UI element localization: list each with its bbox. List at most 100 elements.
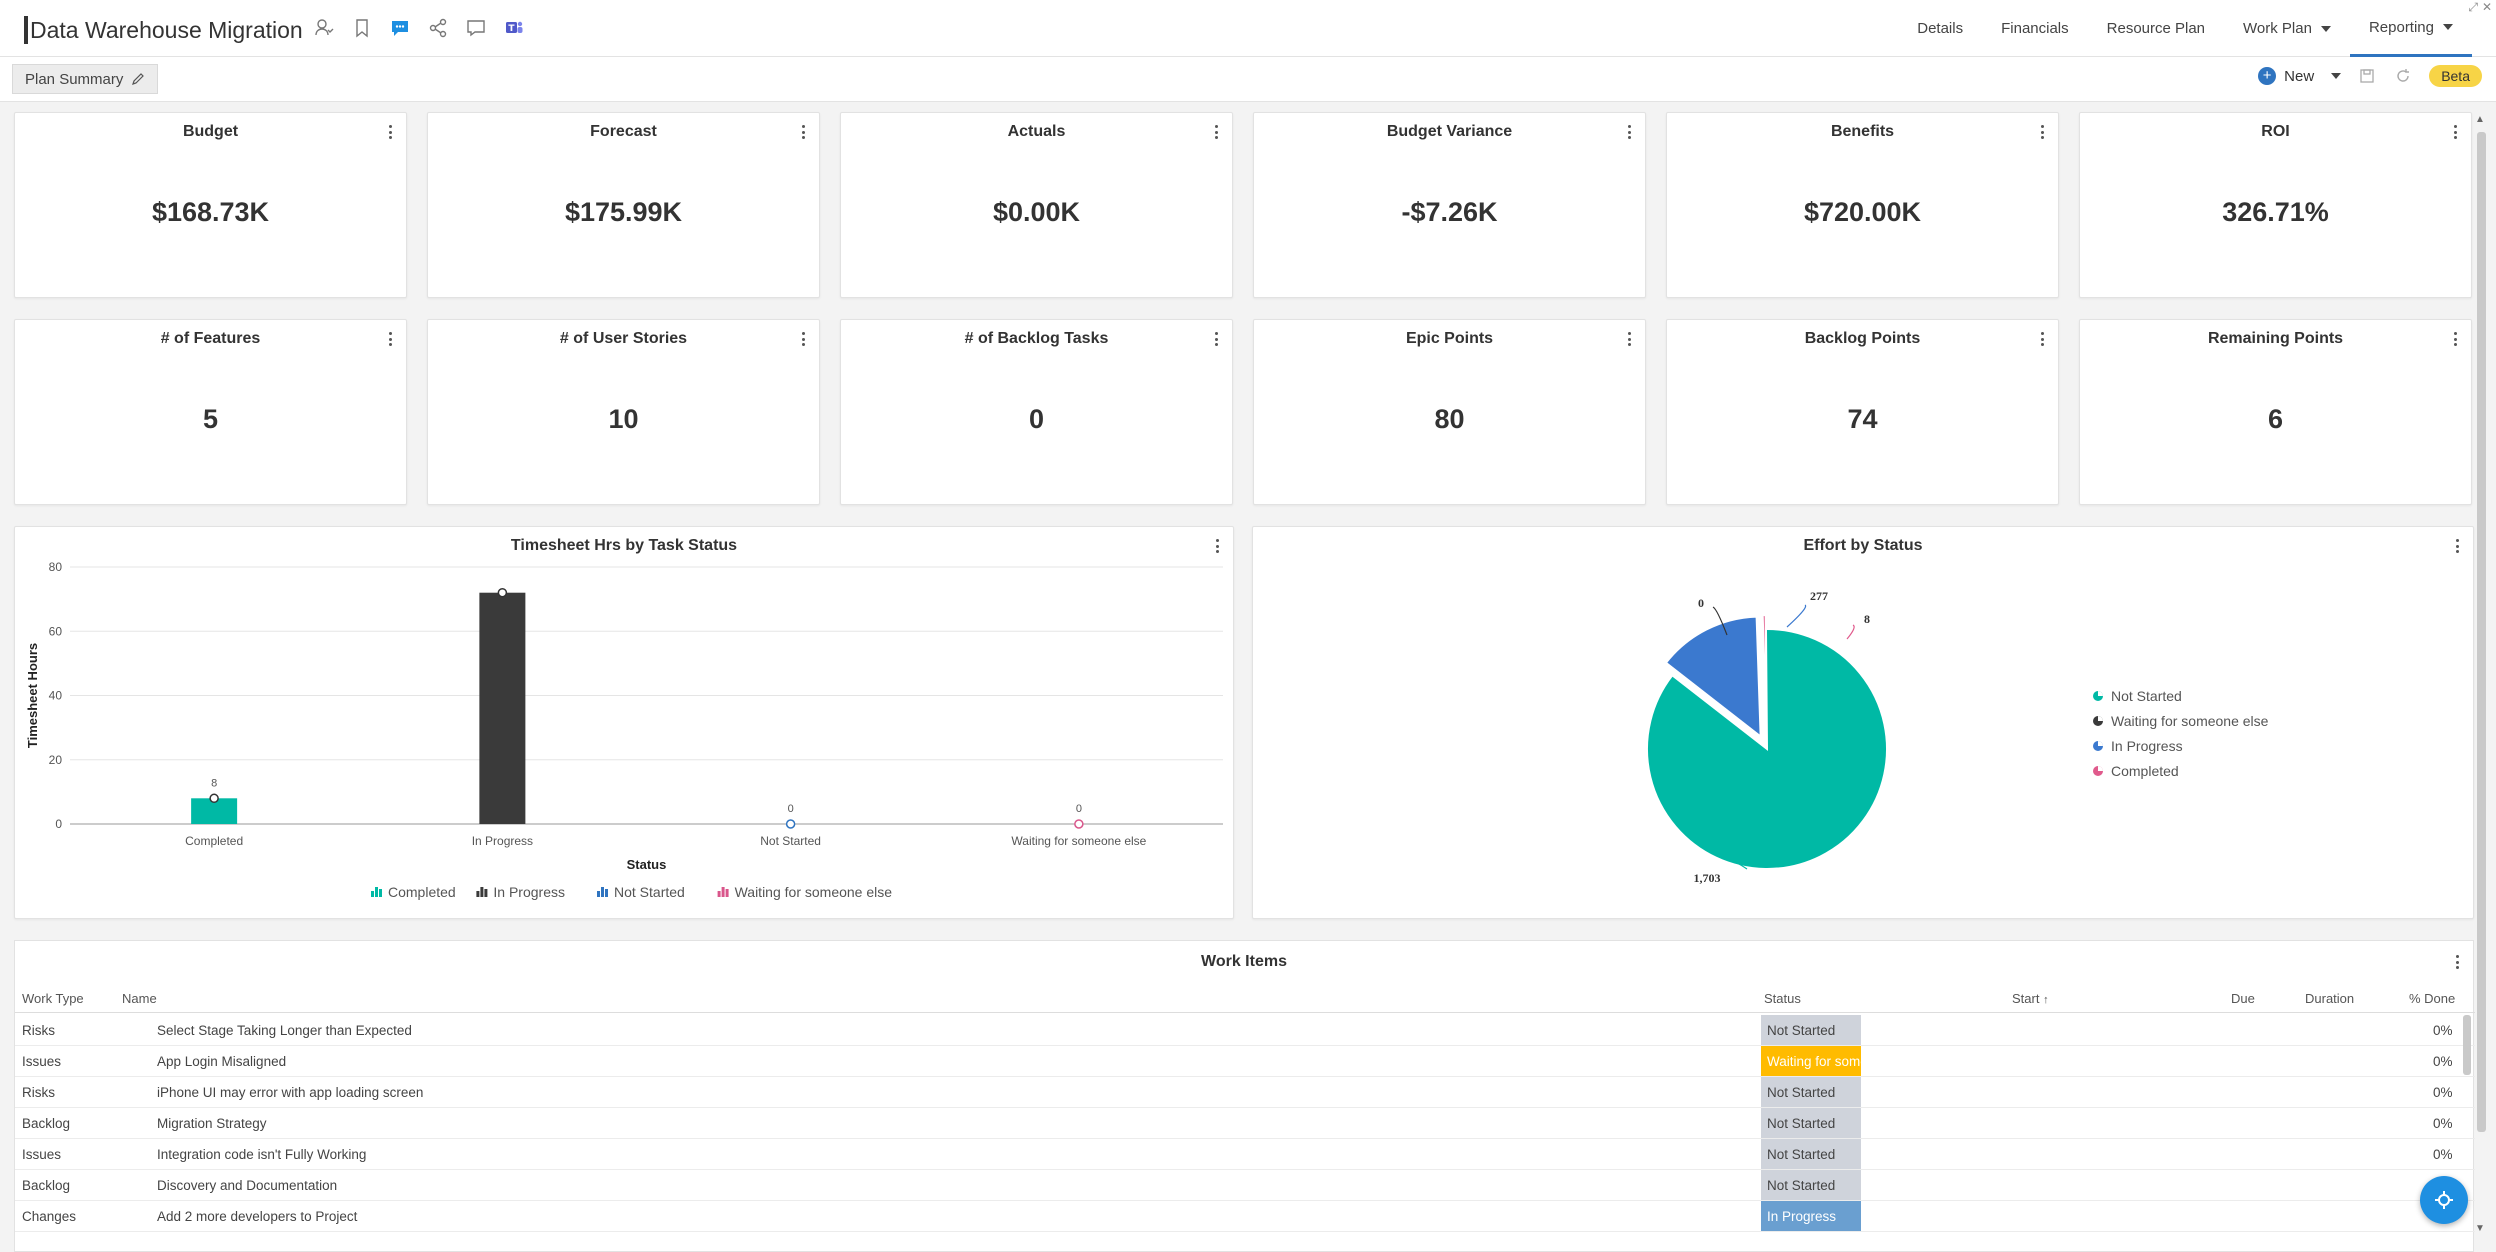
chat-icon[interactable] [464, 16, 488, 40]
status-badge: Not Started [1761, 1139, 1861, 1169]
teams-icon[interactable]: T [502, 16, 526, 40]
cell-name[interactable]: Discovery and Documentation [157, 1178, 338, 1193]
cell-percent-done: 0% [2433, 1054, 2453, 1069]
legend-item[interactable]: Waiting for someone else [2093, 713, 2269, 729]
cell-work-type: Backlog [22, 1178, 71, 1193]
legend-item[interactable]: Not Started [597, 884, 685, 900]
cell-work-type: Issues [22, 1054, 62, 1069]
table-row[interactable]: Risks Select Stage Taking Longer than Exp… [15, 1015, 2475, 1046]
col-due[interactable]: Due [2231, 991, 2255, 1006]
tab-work-plan-label: Work Plan [2243, 20, 2312, 37]
legend-item[interactable]: Not Started [2093, 688, 2182, 704]
comments-icon[interactable] [388, 16, 412, 40]
col-status[interactable]: Status [1764, 991, 1801, 1006]
refresh-icon[interactable] [2393, 66, 2413, 86]
table-row[interactable]: Issues App Login Misaligned Waiting for so… [15, 1046, 2475, 1077]
close-icon[interactable]: ✕ [2481, 0, 2492, 14]
more-options-icon[interactable] [2038, 123, 2046, 141]
table-scrollbar[interactable] [2463, 1015, 2471, 1075]
table-row[interactable]: Backlog Migration Strategy Not Started 0% [15, 1108, 2475, 1139]
save-icon[interactable] [2357, 66, 2377, 86]
more-options-icon[interactable] [1212, 123, 1220, 141]
col-percent-done[interactable]: % Done [2409, 991, 2456, 1006]
scroll-up-icon[interactable]: ▲ [2475, 114, 2485, 125]
toolbar-actions: + New Beta [2258, 65, 2482, 87]
tab-financials-label: Financials [2001, 20, 2069, 37]
y-tick-label: 20 [49, 753, 63, 767]
kpi-value: 5 [202, 404, 219, 434]
more-options-icon[interactable] [2453, 537, 2461, 555]
cell-name[interactable]: App Login Misaligned [157, 1054, 287, 1069]
cell-name[interactable]: Migration Strategy [157, 1116, 267, 1131]
chart-title: Effort by Status [1803, 537, 1923, 554]
kpi-value: $168.73K [151, 197, 270, 227]
more-options-icon[interactable] [1213, 537, 1221, 555]
col-start[interactable]: Start ↑ [2012, 991, 2049, 1006]
page-scrollbar[interactable] [2477, 132, 2486, 1132]
beta-badge: Beta [2429, 65, 2482, 87]
col-work-type[interactable]: Work Type [22, 991, 84, 1006]
tab-financials[interactable]: Financials [1982, 0, 2088, 57]
pie-slice [1664, 615, 1762, 739]
table-row[interactable]: Backlog Discovery and Documentation Not St… [15, 1170, 2475, 1201]
cell-work-type: Issues [22, 1147, 62, 1162]
more-options-icon[interactable] [799, 123, 807, 141]
popout-icon[interactable]: ⤢ [2468, 0, 2478, 14]
assistant-button[interactable] [2420, 1176, 2468, 1224]
cell-name[interactable]: Integration code isn't Fully Working [157, 1147, 367, 1162]
more-options-icon[interactable] [2451, 123, 2459, 141]
cell-percent-done: 0% [2433, 1085, 2453, 1100]
tab-details[interactable]: Details [1898, 0, 1982, 57]
tab-reporting[interactable]: Reporting [2349, 0, 2472, 57]
table-row[interactable]: Changes Add 2 more developers to Project I… [15, 1201, 2475, 1232]
scroll-down-icon[interactable]: ▼ [2475, 1223, 2485, 1234]
y-tick-label: 40 [49, 689, 63, 703]
bookmark-icon[interactable] [350, 16, 374, 40]
more-options-icon[interactable] [799, 330, 807, 348]
chevron-down-icon [2443, 24, 2453, 30]
table-row[interactable]: Issues Integration code isn't Fully Worki… [15, 1139, 2475, 1170]
col-name[interactable]: Name [122, 991, 157, 1006]
header-icon-group: T [312, 16, 526, 40]
plan-summary-button[interactable]: Plan Summary [12, 64, 159, 94]
sub-toolbar: Plan Summary + New Beta [0, 57, 2496, 102]
edit-pencil-icon [132, 73, 145, 85]
legend-label: Not Started [614, 884, 685, 900]
legend-item[interactable]: Completed [2093, 763, 2179, 779]
data-label: 0 [1076, 803, 1082, 815]
tab-resource-plan[interactable]: Resource Plan [2088, 0, 2224, 57]
legend-item[interactable]: In Progress [2093, 738, 2183, 754]
more-options-icon[interactable] [2453, 953, 2461, 971]
pie-slice [1646, 628, 1888, 870]
more-options-icon[interactable] [2451, 330, 2459, 348]
cell-name[interactable]: Select Stage Taking Longer than Expected [157, 1023, 412, 1038]
tab-work-plan[interactable]: Work Plan [2224, 0, 2350, 57]
more-options-icon[interactable] [2038, 330, 2046, 348]
col-duration[interactable]: Duration [2305, 991, 2355, 1006]
more-options-icon[interactable] [1212, 330, 1220, 348]
kpi-card: Budget $168.73K [14, 112, 407, 298]
assign-user-icon[interactable] [312, 16, 336, 40]
kpi-value: $0.00K [992, 197, 1081, 227]
kpi-card: Budget Variance -$7.26K [1253, 112, 1646, 298]
new-button[interactable]: + New [2258, 67, 2342, 85]
more-options-icon[interactable] [1625, 330, 1633, 348]
kpi-card: Backlog Points 74 [1666, 319, 2059, 505]
cell-name[interactable]: Add 2 more developers to Project [157, 1209, 358, 1224]
cell-name[interactable]: iPhone UI may error with app loading scr… [157, 1085, 424, 1100]
y-tick-label: 60 [49, 624, 63, 638]
data-label: 277 [1810, 589, 1828, 603]
share-icon[interactable] [426, 16, 450, 40]
more-options-icon[interactable] [1625, 123, 1633, 141]
legend-item[interactable]: Completed [371, 884, 456, 900]
kpi-title: Budget [182, 123, 239, 140]
more-options-icon[interactable] [386, 123, 394, 141]
sort-ascending-icon: ↑ [2043, 994, 2049, 1006]
legend-item[interactable]: In Progress [476, 884, 565, 900]
more-options-icon[interactable] [386, 330, 394, 348]
status-badge: Not Started [1761, 1108, 1861, 1138]
kpi-card: Remaining Points 6 [2079, 319, 2472, 505]
table-row[interactable]: Risks iPhone UI may error with app loadin… [15, 1077, 2475, 1108]
bar-chart-icon [597, 887, 608, 897]
legend-item[interactable]: Waiting for someone else [717, 884, 893, 900]
